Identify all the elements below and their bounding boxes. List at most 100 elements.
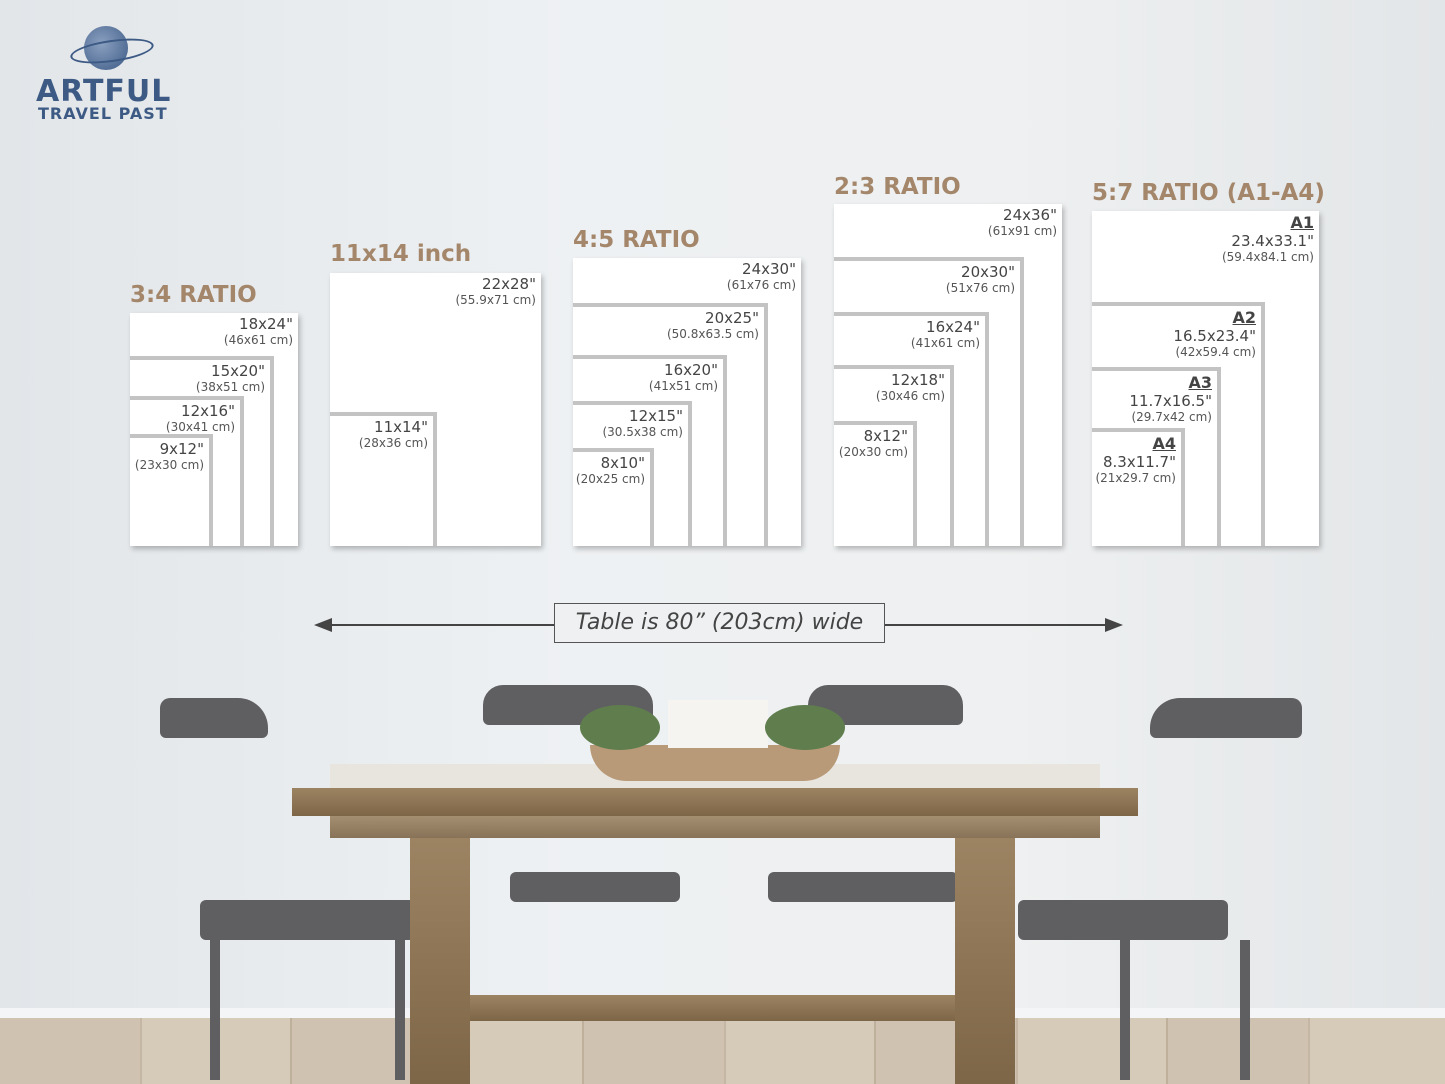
size-cm: (23x30 cm) bbox=[134, 458, 204, 472]
size-label: 12x18" (30x46 cm) bbox=[876, 371, 945, 403]
table-width-note: Table is 80” (203cm) wide bbox=[554, 603, 885, 643]
group-title: 4:5 RATIO bbox=[573, 227, 700, 253]
frame-outline: 18x24" (46x61 cm) 15x20" (38x51 cm) 12x16" (3… bbox=[130, 313, 298, 546]
arrow-line-right bbox=[885, 624, 1107, 626]
size-cm: (55.9x71 cm) bbox=[455, 293, 536, 307]
chair-seat-right bbox=[1018, 900, 1228, 940]
chair-leg bbox=[395, 940, 405, 1080]
succulent-right bbox=[765, 705, 845, 750]
arrow-head-right bbox=[1105, 618, 1123, 632]
size-in: 9x12" bbox=[159, 440, 204, 458]
chair-back-left bbox=[160, 698, 268, 738]
size-cm: (20x25 cm) bbox=[575, 472, 645, 486]
size-in: 20x25" bbox=[705, 309, 759, 327]
size-code: A3 bbox=[1188, 373, 1212, 392]
size-label: 22x28" (55.9x71 cm) bbox=[455, 275, 536, 307]
size-in: 24x36" bbox=[1003, 206, 1057, 224]
size-in: 8x12" bbox=[863, 427, 908, 445]
size-cm: (61x91 cm) bbox=[987, 224, 1057, 238]
chair-seat-center-right bbox=[768, 872, 958, 902]
size-label: 20x25" (50.8x63.5 cm) bbox=[667, 309, 759, 341]
size-label: 24x30" (61x76 cm) bbox=[727, 260, 796, 292]
size-in: 16.5x23.4" bbox=[1173, 327, 1256, 346]
size-cm: (42x59.4 cm) bbox=[1175, 345, 1256, 360]
size-code: A2 bbox=[1232, 308, 1256, 327]
table-top bbox=[292, 788, 1138, 816]
size-cm: (41x61 cm) bbox=[910, 336, 980, 350]
size-in: 12x16" bbox=[181, 402, 235, 420]
size-label: 11x14" (28x36 cm) bbox=[359, 418, 428, 450]
size-in: 12x18" bbox=[891, 371, 945, 389]
size-in: 15x20" bbox=[211, 362, 265, 380]
size-label: 15x20" (38x51 cm) bbox=[196, 362, 265, 394]
size-in: 24x30" bbox=[742, 260, 796, 278]
logo-line2: TRAVEL PAST bbox=[38, 104, 168, 123]
size-label: A3 11.7x16.5" (29.7x42 cm) bbox=[1129, 373, 1212, 425]
frame-outline: 8x10" (20x25 cm) bbox=[573, 448, 654, 546]
size-cm: (30x41 cm) bbox=[165, 420, 235, 434]
size-label: A2 16.5x23.4" (42x59.4 cm) bbox=[1173, 308, 1256, 360]
table-apron bbox=[330, 816, 1100, 838]
size-cm: (51x76 cm) bbox=[945, 281, 1015, 295]
group-title: 2:3 RATIO bbox=[834, 174, 961, 200]
candles bbox=[668, 700, 768, 748]
size-in: 8.3x11.7" bbox=[1102, 453, 1176, 472]
size-cm: (38x51 cm) bbox=[195, 380, 265, 394]
logo-line1: ARTFUL bbox=[36, 74, 172, 109]
arrow-line-left bbox=[318, 624, 554, 626]
chair-leg bbox=[1120, 940, 1130, 1080]
size-in: 11x14" bbox=[374, 418, 428, 436]
size-label: 8x12" (20x30 cm) bbox=[839, 427, 908, 459]
frame-outline: 24x30" (61x76 cm) 20x25" (50.8x63.5 cm) 16x2… bbox=[573, 258, 801, 546]
group-title: 3:4 RATIO bbox=[130, 282, 257, 308]
size-label: 24x36" (61x91 cm) bbox=[988, 206, 1057, 238]
size-cm: (29.7x42 cm) bbox=[1131, 410, 1212, 425]
size-label: 20x30" (51x76 cm) bbox=[946, 263, 1015, 295]
size-cm: (21x29.7 cm) bbox=[1095, 471, 1176, 486]
frame-outline: 9x12" (23x30 cm) bbox=[130, 434, 213, 546]
size-cm: (61x76 cm) bbox=[726, 278, 796, 292]
size-label: 12x15" (30.5x38 cm) bbox=[602, 407, 683, 439]
frame-outline: 8x12" (20x30 cm) bbox=[834, 421, 917, 546]
wooden-bowl bbox=[590, 745, 840, 781]
frame-outline: A1 23.4x33.1" (59.4x84.1 cm) A2 16.5x23.4" (4… bbox=[1092, 211, 1319, 546]
table-leg-right bbox=[955, 838, 1015, 1084]
size-in: 16x20" bbox=[664, 361, 718, 379]
size-cm: (28x36 cm) bbox=[358, 436, 428, 450]
size-label: 16x20" (41x51 cm) bbox=[649, 361, 718, 393]
size-cm: (30.5x38 cm) bbox=[602, 425, 683, 439]
arrow-head-left bbox=[314, 618, 332, 632]
size-label: A1 23.4x33.1" (59.4x84.1 cm) bbox=[1222, 213, 1314, 265]
size-in: 16x24" bbox=[926, 318, 980, 336]
succulent-left bbox=[580, 705, 660, 750]
table-stretcher bbox=[470, 995, 955, 1021]
frame-outline: A4 8.3x11.7" (21x29.7 cm) bbox=[1092, 428, 1185, 546]
frame-outline: 24x36" (61x91 cm) 20x30" (51x76 cm) 16x24" (4… bbox=[834, 204, 1062, 546]
size-in: 11.7x16.5" bbox=[1129, 392, 1212, 411]
size-in: 18x24" bbox=[239, 315, 293, 333]
size-cm: (41x51 cm) bbox=[648, 379, 718, 393]
size-cm: (20x30 cm) bbox=[838, 445, 908, 459]
size-cm: (46x61 cm) bbox=[223, 333, 293, 347]
chair-leg bbox=[210, 940, 220, 1080]
size-in: 22x28" bbox=[482, 275, 536, 293]
size-code: A1 bbox=[1290, 213, 1314, 232]
size-in: 12x15" bbox=[629, 407, 683, 425]
size-cm: (30x46 cm) bbox=[875, 389, 945, 403]
size-cm: (59.4x84.1 cm) bbox=[1221, 250, 1314, 265]
frame-outline: 22x28" (55.9x71 cm) 11x14" (28x36 cm) bbox=[330, 273, 541, 546]
size-label: A4 8.3x11.7" (21x29.7 cm) bbox=[1095, 434, 1176, 486]
table-leg-left bbox=[410, 838, 470, 1084]
frame-outline: 11x14" (28x36 cm) bbox=[330, 412, 437, 546]
chair-leg bbox=[1240, 940, 1250, 1080]
group-title: 11x14 inch bbox=[330, 241, 472, 267]
size-label: 12x16" (30x41 cm) bbox=[166, 402, 235, 434]
chair-seat-center-left bbox=[510, 872, 680, 902]
size-label: 8x10" (20x25 cm) bbox=[576, 454, 645, 486]
wood-floor bbox=[0, 1018, 1445, 1084]
globe-icon bbox=[84, 26, 128, 70]
size-label: 9x12" (23x30 cm) bbox=[135, 440, 204, 472]
chair-seat-left bbox=[200, 900, 415, 940]
size-cm: (50.8x63.5 cm) bbox=[666, 327, 759, 341]
size-code: A4 bbox=[1152, 434, 1176, 453]
